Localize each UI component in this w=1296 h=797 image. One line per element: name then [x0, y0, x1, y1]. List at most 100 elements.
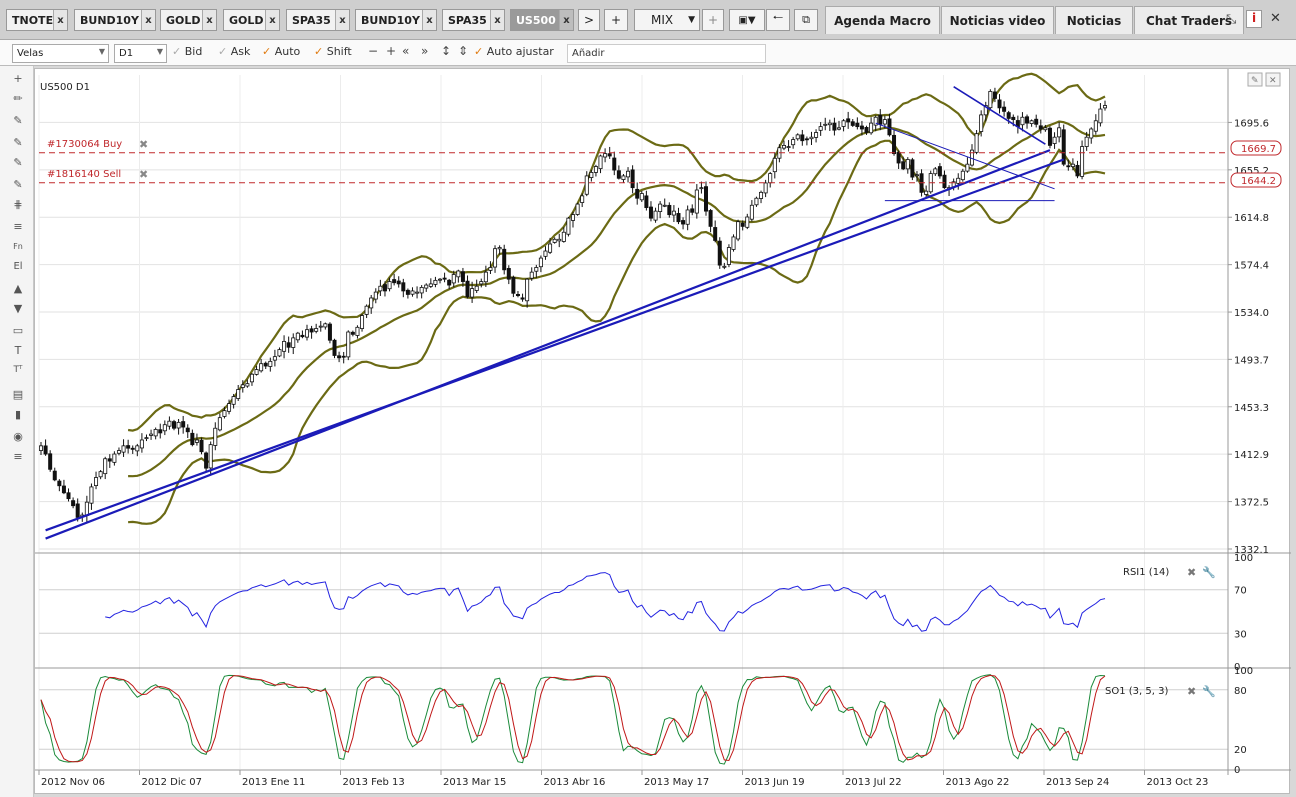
rsi-tick-label: 30 — [1234, 629, 1247, 640]
text-icon[interactable]: T — [14, 343, 22, 357]
fib-fan-icon[interactable]: Fn — [13, 241, 23, 251]
chart-close-button[interactable] — [1265, 72, 1281, 87]
rsi-tick-label: 70 — [1234, 586, 1247, 597]
instrument-tab[interactable]: SPA35 x — [442, 9, 505, 31]
candle-body — [392, 279, 397, 284]
indicators-icon[interactable]: ▮ — [14, 407, 22, 421]
candle-body — [194, 439, 199, 443]
mix-add-button[interactable]: + — [702, 9, 724, 31]
chart-type-select[interactable]: Velas ▼ — [12, 44, 109, 63]
wrench-icon[interactable]: 🔧 — [1202, 565, 1216, 579]
vertical-shrink-icon[interactable]: ⇕ — [458, 44, 469, 58]
auto-toggle[interactable]: ✓ Auto — [262, 45, 300, 58]
tab-noticias-video[interactable]: Noticias video — [941, 6, 1054, 34]
resize-icon[interactable]: ⤡ — [1226, 12, 1237, 27]
date-tick-label: 2013 May 17 — [644, 777, 709, 788]
tab-chat-traders[interactable]: Chat Traders — [1134, 6, 1244, 34]
instrument-tab[interactable]: GOLD x — [223, 9, 280, 31]
auto-fit-toggle[interactable]: ✓ Auto ajustar — [474, 45, 554, 58]
zoom-in-icon[interactable]: + — [386, 44, 397, 58]
zoom-out-icon[interactable]: − — [368, 44, 379, 58]
scroll-right-icon[interactable]: » — [421, 44, 429, 58]
layout-dropdown[interactable]: ▣▼ — [729, 9, 765, 31]
close-icon[interactable]: x — [53, 10, 67, 30]
chart-area[interactable]: 1695.6 1655.2 1614.8 1574.4 1534.0 1493.7 1453… — [34, 68, 1291, 795]
timeframe-select[interactable]: D1 ▼ — [114, 44, 167, 63]
list-icon[interactable]: ≡ — [13, 449, 23, 463]
info-icon[interactable]: i — [1246, 10, 1262, 28]
instrument-tab[interactable]: TNOTE x — [6, 9, 68, 31]
mix-dropdown[interactable]: MIX ▼ — [634, 9, 700, 31]
tab-agenda-macro[interactable]: Agenda Macro — [825, 6, 940, 34]
close-icon[interactable]: x — [141, 10, 155, 30]
price-chart-svg[interactable]: 1695.6 1655.2 1614.8 1574.4 1534.0 1493.7 1453… — [35, 69, 1291, 795]
candle-body — [364, 305, 369, 315]
order-sell-label[interactable]: #1816140 Sell — [47, 169, 121, 180]
rectangle-icon[interactable]: ▭ — [12, 323, 24, 337]
check-off-icon: ✓ — [172, 45, 182, 58]
close-indicator-icon[interactable]: ✖ — [1187, 566, 1196, 579]
close-icon[interactable]: x — [559, 10, 573, 30]
instrument-tab[interactable]: BUND10Y x — [74, 9, 156, 31]
candle-body — [960, 170, 965, 181]
candle-body — [1038, 125, 1043, 130]
pencil-icon[interactable]: ✎ — [13, 155, 23, 169]
trendline-icon[interactable]: ✎ — [13, 113, 23, 127]
close-order-icon[interactable]: ✖ — [139, 138, 148, 151]
shift-toggle[interactable]: ✓ Shift — [314, 45, 352, 58]
close-icon[interactable]: x — [335, 10, 349, 30]
next-tab-button[interactable]: > — [578, 9, 600, 31]
close-icon[interactable]: x — [202, 10, 216, 30]
line-icon[interactable]: ✎ — [13, 135, 23, 149]
bid-toggle[interactable]: ✓ Bid — [172, 45, 202, 58]
chart-edit-button[interactable] — [1247, 72, 1263, 87]
channel-icon[interactable]: ✎ — [13, 177, 23, 191]
templates-icon[interactable]: ▤ — [12, 387, 24, 401]
close-icon[interactable]: x — [265, 10, 279, 30]
instrument-tab[interactable]: GOLD x — [160, 9, 217, 31]
candle-body — [534, 267, 539, 272]
instrument-tab[interactable]: SPA35 x — [286, 9, 350, 31]
candle-body — [823, 123, 828, 126]
close-indicator-icon[interactable]: ✖ — [1187, 685, 1196, 698]
candle-body — [222, 410, 227, 417]
add-tab-button[interactable]: + — [604, 9, 628, 31]
candle-body — [832, 122, 837, 131]
elliott-icon[interactable]: El — [13, 260, 23, 272]
candle-body — [561, 231, 566, 242]
vertical-expand-icon[interactable]: ↕ — [441, 44, 452, 58]
instrument-tab-label: SPA35 — [448, 13, 487, 27]
camera-icon[interactable]: ◉ — [13, 429, 23, 443]
tab-noticias[interactable]: Noticias — [1055, 6, 1133, 34]
candle-body — [1034, 118, 1039, 125]
candle-body — [323, 323, 328, 328]
back-arrow-button[interactable]: 🠀 — [766, 9, 790, 31]
candle-body — [552, 238, 557, 243]
crosshair-icon[interactable]: + — [13, 71, 23, 85]
arrow-up-icon[interactable]: ▲ — [13, 281, 23, 295]
instrument-tab-active[interactable]: US500 x — [510, 9, 574, 31]
arrow-down-icon[interactable]: ▼ — [13, 301, 23, 315]
pitchfork-icon[interactable]: ⋕ — [13, 197, 23, 211]
close-order-icon[interactable]: ✖ — [139, 168, 148, 181]
instrument-tab[interactable]: BUND10Y x — [355, 9, 437, 31]
candle-body — [171, 421, 176, 429]
detach-window-button[interactable]: ⧉ — [794, 9, 818, 31]
instrument-tab-label: TNOTE — [12, 13, 53, 27]
chart-annotations — [39, 86, 1228, 540]
text-label-icon[interactable]: Tᵀ — [13, 365, 23, 375]
scroll-left-icon[interactable]: « — [402, 44, 410, 58]
order-buy-label[interactable]: #1730064 Buy — [47, 139, 122, 150]
wrench-icon[interactable]: 🔧 — [1202, 684, 1216, 698]
ask-label: Ask — [230, 45, 251, 58]
fibonacci-icon[interactable]: ≡ — [13, 219, 23, 233]
price-tick-label: 1614.8 — [1234, 213, 1269, 224]
ask-toggle[interactable]: ✓ Ask — [218, 45, 250, 58]
ruler-icon[interactable]: ✏ — [13, 91, 23, 105]
close-icon[interactable]: x — [490, 10, 504, 30]
close-window-icon[interactable]: ✕ — [1270, 11, 1281, 26]
close-icon[interactable]: x — [422, 10, 436, 30]
candle-body — [644, 195, 649, 209]
add-indicator-input[interactable]: Añadir — [567, 44, 766, 63]
candle-body — [818, 126, 823, 131]
